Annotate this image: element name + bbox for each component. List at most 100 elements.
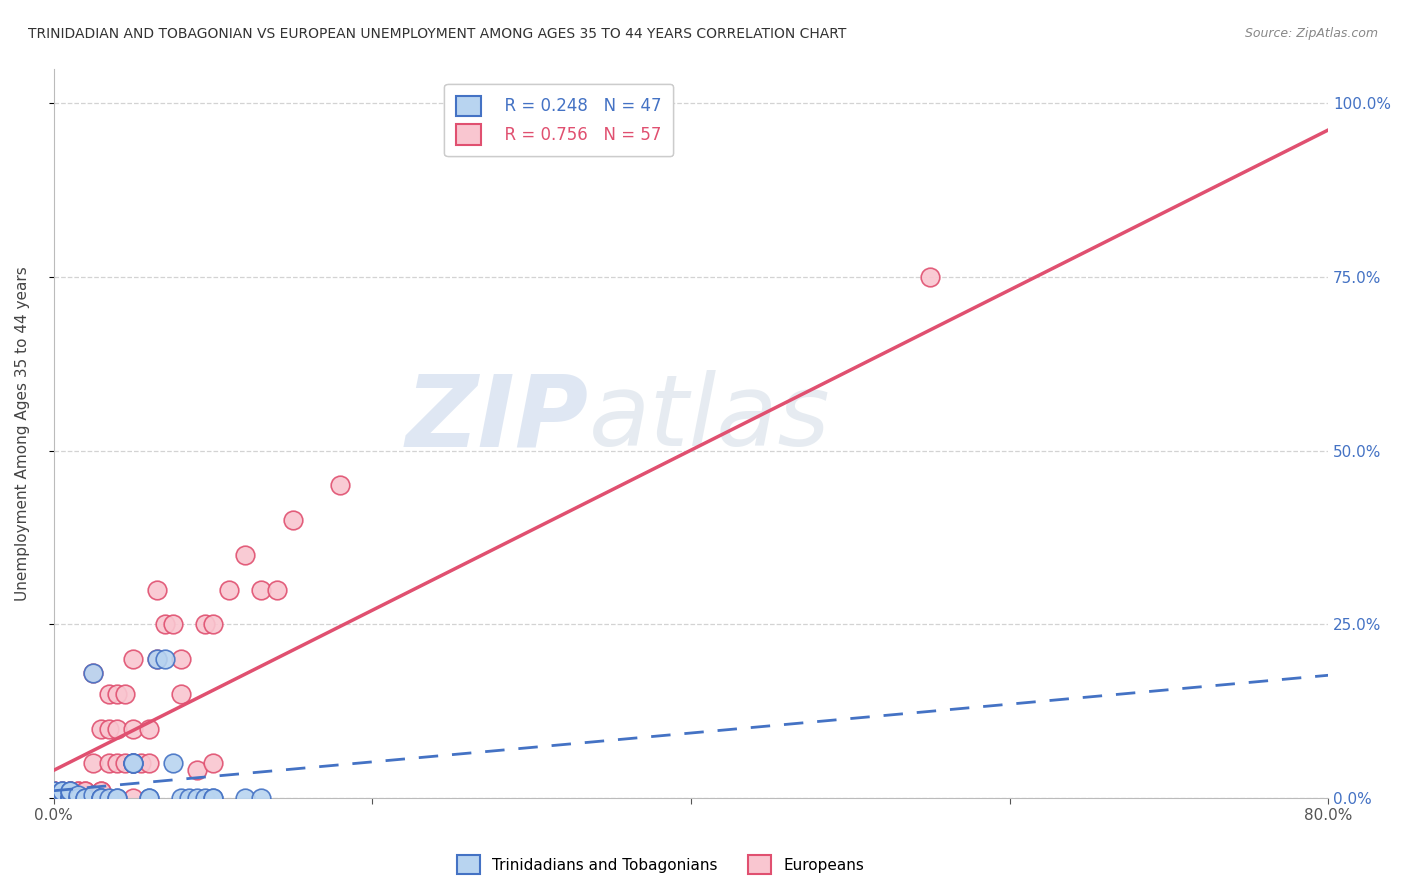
- Point: [138, 791, 160, 805]
- Point: [153, 652, 176, 666]
- Point: [114, 687, 136, 701]
- Point: [146, 582, 169, 597]
- Point: [42, 791, 65, 805]
- Point: [90, 784, 112, 798]
- Point: [146, 652, 169, 666]
- Point: [66, 788, 89, 802]
- Point: [194, 791, 217, 805]
- Point: [201, 791, 224, 805]
- Point: [58, 791, 80, 805]
- Point: [42, 791, 65, 805]
- Point: [42, 788, 65, 802]
- Point: [42, 784, 65, 798]
- Point: [170, 791, 193, 805]
- Point: [82, 756, 104, 771]
- Point: [122, 756, 145, 771]
- Point: [51, 784, 73, 798]
- Point: [329, 478, 352, 492]
- Point: [42, 791, 65, 805]
- Point: [66, 791, 89, 805]
- Point: [75, 788, 97, 802]
- Point: [122, 652, 145, 666]
- Point: [233, 791, 256, 805]
- Text: ZIP: ZIP: [406, 370, 589, 467]
- Point: [170, 687, 193, 701]
- Point: [58, 784, 80, 798]
- Legend: Trinidadians and Tobagonians, Europeans: Trinidadians and Tobagonians, Europeans: [451, 849, 870, 880]
- Point: [42, 791, 65, 805]
- Point: [122, 756, 145, 771]
- Text: atlas: atlas: [589, 370, 831, 467]
- Point: [58, 788, 80, 802]
- Point: [66, 784, 89, 798]
- Point: [105, 791, 128, 805]
- Point: [66, 791, 89, 805]
- Point: [42, 791, 65, 805]
- Point: [201, 791, 224, 805]
- Point: [90, 791, 112, 805]
- Point: [66, 791, 89, 805]
- Point: [51, 791, 73, 805]
- Point: [90, 791, 112, 805]
- Point: [105, 722, 128, 736]
- Point: [249, 791, 271, 805]
- Point: [186, 764, 208, 778]
- Point: [90, 791, 112, 805]
- Point: [918, 269, 941, 284]
- Point: [42, 791, 65, 805]
- Point: [58, 791, 80, 805]
- Text: Source: ZipAtlas.com: Source: ZipAtlas.com: [1244, 27, 1378, 40]
- Point: [186, 791, 208, 805]
- Point: [75, 784, 97, 798]
- Point: [249, 582, 271, 597]
- Point: [122, 756, 145, 771]
- Point: [98, 791, 121, 805]
- Point: [90, 722, 112, 736]
- Point: [42, 791, 65, 805]
- Point: [51, 791, 73, 805]
- Point: [233, 548, 256, 562]
- Point: [42, 784, 65, 798]
- Point: [75, 784, 97, 798]
- Point: [42, 788, 65, 802]
- Point: [82, 791, 104, 805]
- Point: [177, 791, 200, 805]
- Point: [51, 784, 73, 798]
- Point: [90, 784, 112, 798]
- Point: [98, 756, 121, 771]
- Point: [58, 791, 80, 805]
- Point: [201, 617, 224, 632]
- Y-axis label: Unemployment Among Ages 35 to 44 years: Unemployment Among Ages 35 to 44 years: [15, 266, 30, 600]
- Point: [129, 756, 152, 771]
- Point: [58, 784, 80, 798]
- Point: [42, 791, 65, 805]
- Point: [105, 687, 128, 701]
- Point: [105, 791, 128, 805]
- Point: [114, 756, 136, 771]
- Point: [51, 791, 73, 805]
- Point: [281, 513, 304, 527]
- Point: [75, 791, 97, 805]
- Legend:   R = 0.248   N = 47,   R = 0.756   N = 57: R = 0.248 N = 47, R = 0.756 N = 57: [444, 84, 673, 156]
- Point: [66, 788, 89, 802]
- Text: TRINIDADIAN AND TOBAGONIAN VS EUROPEAN UNEMPLOYMENT AMONG AGES 35 TO 44 YEARS CO: TRINIDADIAN AND TOBAGONIAN VS EUROPEAN U…: [28, 27, 846, 41]
- Point: [105, 756, 128, 771]
- Point: [58, 791, 80, 805]
- Point: [66, 784, 89, 798]
- Point: [82, 665, 104, 680]
- Point: [98, 722, 121, 736]
- Point: [98, 687, 121, 701]
- Point: [42, 791, 65, 805]
- Point: [90, 791, 112, 805]
- Point: [82, 665, 104, 680]
- Point: [138, 791, 160, 805]
- Point: [153, 617, 176, 632]
- Point: [162, 617, 184, 632]
- Point: [58, 784, 80, 798]
- Point: [82, 788, 104, 802]
- Point: [42, 784, 65, 798]
- Point: [42, 788, 65, 802]
- Point: [201, 756, 224, 771]
- Point: [162, 756, 184, 771]
- Point: [51, 784, 73, 798]
